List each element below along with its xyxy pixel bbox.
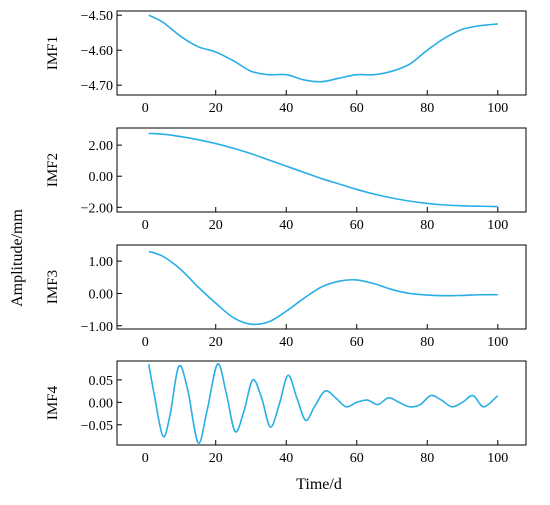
- y-tick-label: 0.05: [89, 374, 114, 389]
- x-tick-label: 80: [420, 451, 434, 466]
- y-tick-label: −0.05: [81, 419, 113, 434]
- x-tick-label: 0: [142, 451, 149, 466]
- x-tick-label: 20: [209, 335, 223, 350]
- panel-imf3: 0 20 40 60 80 100 1.00 0.00 −1.00 IMF3: [45, 244, 527, 350]
- series-line-imf2: [148, 132, 498, 208]
- panel-label: IMF4: [45, 385, 61, 420]
- x-tick-label: 100: [487, 218, 508, 233]
- x-tick-label: 80: [420, 218, 434, 233]
- panel-label: IMF1: [45, 36, 61, 70]
- x-tick-label: 20: [209, 218, 223, 233]
- plot-frame: [116, 127, 527, 213]
- x-tick-label: 40: [279, 335, 293, 350]
- y-tick-label: 0.00: [89, 396, 114, 411]
- y-tick-label: 1.00: [89, 255, 114, 270]
- plot-frame: [116, 244, 527, 330]
- x-tick-label: 40: [279, 101, 293, 116]
- x-tick-label: 60: [350, 335, 364, 350]
- x-tick-label: 60: [350, 101, 364, 116]
- x-tick-label: 60: [350, 451, 364, 466]
- x-tick-label: 80: [420, 335, 434, 350]
- y-tick-label: 0.00: [89, 170, 114, 185]
- y-tick-label: −2.00: [81, 201, 113, 216]
- x-tick-label: 0: [142, 335, 149, 350]
- y-tick-label: −4.50: [81, 9, 113, 24]
- panel-imf2: 0 20 40 60 80 100 2.00 0.00 −2.00 IMF2: [45, 127, 527, 233]
- x-tick-label: 20: [209, 451, 223, 466]
- x-tick-label: 80: [420, 101, 434, 116]
- panel-imf1: 0 20 40 60 80 100 −4.50 −4.60 −4.70 IMF1: [45, 9, 527, 116]
- series-line-imf1: [148, 14, 498, 83]
- x-axis-title: Time/d: [296, 476, 342, 493]
- x-tick-label: 40: [279, 451, 293, 466]
- y-tick-label: −4.70: [81, 79, 113, 94]
- panel-label: IMF2: [45, 153, 61, 187]
- panel-imf4: 0 20 40 60 80 100 0.05 0.00 −0.05 IMF4: [45, 360, 527, 466]
- x-tick-label: 100: [487, 451, 508, 466]
- series-line-imf4: [147, 363, 499, 444]
- y-tick-label: 2.00: [89, 139, 114, 154]
- panel-label: IMF3: [45, 270, 61, 304]
- x-tick-label: 40: [279, 218, 293, 233]
- x-tick-label: 0: [142, 218, 149, 233]
- plot-frame: [116, 10, 527, 96]
- y-axis-title: Amplitude/mm: [9, 209, 26, 307]
- y-tick-label: 0.00: [89, 287, 114, 302]
- x-tick-label: 100: [487, 101, 508, 116]
- y-tick-label: −1.00: [81, 320, 113, 335]
- x-tick-label: 20: [209, 101, 223, 116]
- x-tick-label: 60: [350, 218, 364, 233]
- x-tick-label: 100: [487, 335, 508, 350]
- y-tick-label: −4.60: [81, 44, 113, 59]
- series-line-imf3: [148, 250, 498, 326]
- x-tick-label: 0: [142, 101, 149, 116]
- plot-frame: [116, 360, 527, 446]
